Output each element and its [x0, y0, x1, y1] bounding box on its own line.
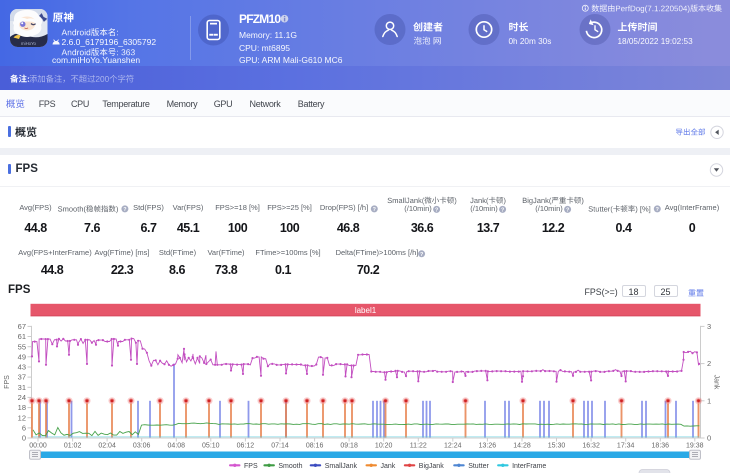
svg-text:10:20: 10:20: [375, 443, 393, 450]
svg-text:06:12: 06:12: [237, 443, 255, 450]
svg-text:37: 37: [18, 373, 26, 382]
svg-text:24: 24: [18, 393, 26, 402]
svg-text:12:24: 12:24: [444, 443, 462, 450]
svg-text:67: 67: [18, 322, 26, 331]
svg-text:FPS: FPS: [4, 375, 11, 389]
svg-text:6: 6: [22, 424, 26, 433]
svg-text:15:30: 15:30: [548, 443, 566, 450]
svg-text:2: 2: [707, 359, 711, 368]
svg-text:InterFrame: InterFrame: [512, 463, 546, 470]
svg-text:49: 49: [18, 352, 26, 361]
svg-text:61: 61: [18, 332, 26, 341]
svg-text:miHoYo: miHoYo: [21, 41, 36, 46]
svg-text:13:26: 13:26: [479, 443, 497, 450]
svg-text:07:14: 07:14: [271, 443, 289, 450]
svg-text:?: ?: [435, 208, 438, 214]
svg-text:02:04: 02:04: [98, 443, 116, 450]
svg-text:SmallJank: SmallJank: [325, 463, 358, 470]
svg-text:3: 3: [707, 322, 711, 331]
svg-text:31: 31: [18, 383, 26, 392]
svg-text:00:00: 00:00: [29, 443, 47, 450]
svg-text:55: 55: [18, 342, 26, 351]
svg-text:BigJank: BigJank: [419, 463, 444, 470]
svg-text:08:16: 08:16: [306, 443, 324, 450]
svg-text:?: ?: [123, 207, 126, 213]
svg-text:1: 1: [707, 396, 711, 405]
svg-text:12: 12: [18, 413, 26, 422]
svg-text:18: 18: [18, 403, 26, 412]
svg-text:19:38: 19:38: [686, 443, 704, 450]
svg-text:?: ?: [501, 208, 504, 214]
svg-text:0: 0: [707, 434, 711, 443]
svg-text:04:08: 04:08: [168, 443, 186, 450]
svg-text:18:36: 18:36: [652, 443, 670, 450]
svg-text:16:32: 16:32: [582, 443, 600, 450]
svg-text:?: ?: [420, 252, 423, 258]
svg-text:Smooth: Smooth: [278, 463, 302, 470]
svg-text:0: 0: [22, 434, 26, 443]
svg-text:?: ?: [656, 207, 659, 213]
svg-text:Jank: Jank: [381, 463, 396, 470]
svg-text:05:10: 05:10: [202, 443, 220, 450]
svg-text:03:06: 03:06: [133, 443, 151, 450]
svg-text:?: ?: [373, 207, 376, 213]
svg-text:09:18: 09:18: [340, 443, 358, 450]
svg-text:FPS: FPS: [244, 463, 258, 470]
svg-text:Stutter: Stutter: [468, 463, 489, 470]
svg-text:label1: label1: [355, 306, 377, 315]
svg-text:11:22: 11:22: [410, 443, 427, 450]
svg-text:14:28: 14:28: [513, 443, 531, 450]
svg-text:17:34: 17:34: [617, 443, 635, 450]
svg-text:?: ?: [566, 208, 569, 214]
svg-text:Jank: Jank: [713, 375, 720, 390]
svg-text:43: 43: [18, 363, 26, 372]
svg-text:01:02: 01:02: [64, 443, 82, 450]
